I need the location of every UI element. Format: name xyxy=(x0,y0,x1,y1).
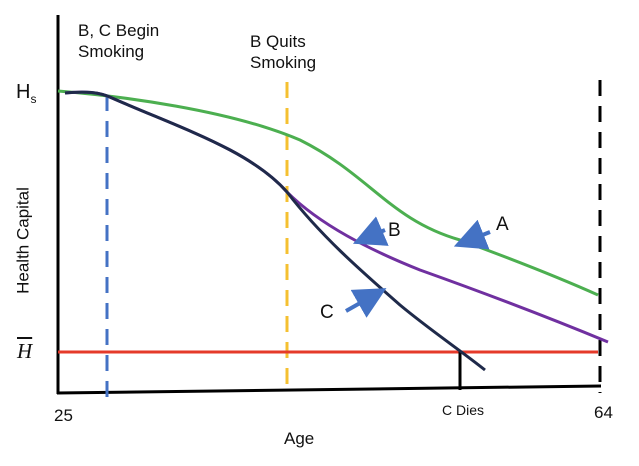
x-axis-label: Age xyxy=(284,429,315,448)
curve-b xyxy=(64,90,609,344)
quit-smoking-label: B Quits Smoking xyxy=(250,32,317,72)
x-axis xyxy=(56,384,602,395)
arrow-c xyxy=(345,288,387,318)
curve-c-label: C xyxy=(320,302,334,323)
y-axis-label: Health Capital xyxy=(13,187,33,294)
c-dies-label: C Dies xyxy=(442,402,485,418)
arrow-a xyxy=(453,219,491,250)
curve-a xyxy=(57,89,599,297)
curve-c xyxy=(64,90,486,372)
curve-b-label: B xyxy=(388,220,401,241)
arrow-b xyxy=(352,216,389,246)
curve-a-label: A xyxy=(496,214,509,235)
age-start-label: 25 xyxy=(54,406,73,425)
begin-smoking-label: B, C Begin Smoking xyxy=(78,21,160,61)
age-end-label: 64 xyxy=(594,403,613,422)
hs-label: Hs xyxy=(16,81,37,107)
hbar-label: H xyxy=(17,339,33,363)
